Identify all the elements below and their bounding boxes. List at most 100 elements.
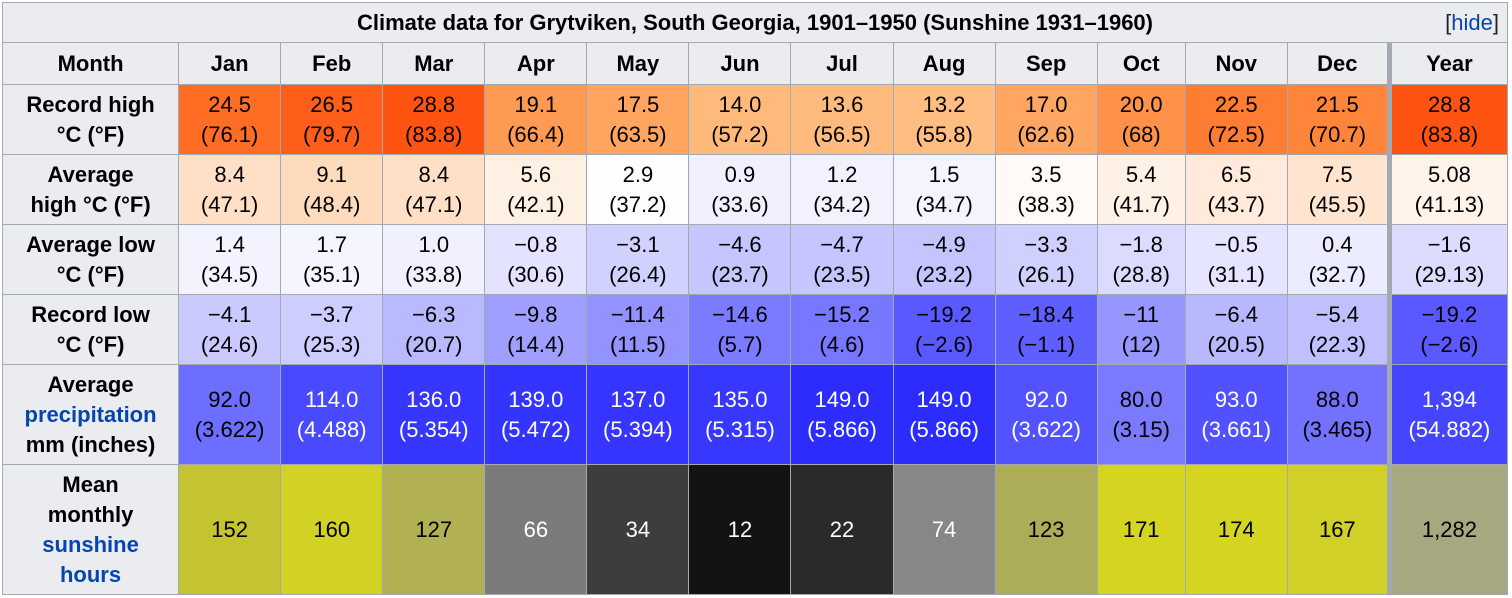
row-header-line: Average — [47, 161, 134, 187]
data-cell: −18.4 (−1.1) — [994, 294, 1098, 365]
value-celsius: −6.3 — [412, 301, 456, 327]
value-celsius: −1.8 — [1119, 231, 1163, 257]
row-header-line: Record high — [26, 91, 155, 117]
value-celsius: −0.5 — [1214, 231, 1258, 257]
value-secondary: (23.2) — [915, 261, 973, 287]
value-hours: 152 — [211, 516, 248, 542]
value-celsius: 7.5 — [1322, 161, 1353, 187]
value-secondary: (43.7) — [1207, 191, 1265, 217]
value-celsius: 114.0 — [304, 386, 359, 412]
value-celsius: 149.0 — [916, 386, 972, 412]
value-secondary: (−2.6) — [1420, 331, 1479, 357]
data-cell: 123 — [994, 464, 1098, 595]
hide-toggle[interactable]: [hide] — [1445, 8, 1499, 38]
row-header-line: °C (°F) — [56, 261, 125, 287]
data-cell: 17.5 (63.5) — [586, 84, 690, 155]
data-cell: −9.8 (14.4) — [484, 294, 588, 365]
data-cell: 149.0 (5.866) — [790, 364, 894, 465]
value-secondary: (63.5) — [609, 121, 667, 147]
value-celsius: −14.6 — [712, 301, 768, 327]
value-secondary: (37.2) — [609, 191, 667, 217]
value-celsius: −3.3 — [1024, 231, 1068, 257]
data-cell: 1.0 (33.8) — [382, 224, 486, 295]
row-header-line: high °C (°F) — [30, 191, 151, 217]
data-cell: 5.08 (41.13) — [1386, 154, 1509, 225]
value-celsius: −15.2 — [814, 301, 870, 327]
row-header-line: Average — [47, 371, 134, 397]
data-cell: −11 (12) — [1096, 294, 1186, 365]
month-header-nov: Nov — [1184, 42, 1288, 85]
row-header-link[interactable]: sunshine — [42, 531, 139, 557]
value-secondary: (47.1) — [200, 191, 259, 217]
row-header-line: Record low — [31, 301, 150, 327]
data-cell: −15.2 (4.6) — [790, 294, 894, 365]
data-cell: 149.0 (5.866) — [892, 364, 996, 465]
row-header-link[interactable]: hours — [59, 561, 122, 587]
value-secondary: (25.3) — [302, 331, 361, 357]
value-celsius: 17.0 — [1024, 91, 1068, 117]
value-celsius: 0.9 — [724, 161, 756, 187]
value-secondary: (83.8) — [1420, 121, 1479, 147]
row-header-line: °C (°F) — [56, 331, 125, 357]
data-cell: 127 — [382, 464, 486, 595]
data-cell: −19.2 (−2.6) — [1386, 294, 1509, 365]
month-header-sep: Sep — [994, 42, 1098, 85]
value-celsius: −11 — [1123, 301, 1160, 327]
data-cell: 136.0 (5.354) — [382, 364, 486, 465]
value-celsius: −6.4 — [1214, 301, 1258, 327]
data-cell: 139.0 (5.472) — [484, 364, 588, 465]
value-celsius: −3.1 — [616, 231, 660, 257]
value-secondary: (33.8) — [405, 261, 463, 287]
value-celsius: −18.4 — [1018, 301, 1074, 327]
value-celsius: 137.0 — [610, 386, 666, 412]
value-secondary: (32.7) — [1308, 261, 1367, 287]
data-cell: 2.9 (37.2) — [586, 154, 690, 225]
value-secondary: (3.661) — [1201, 416, 1272, 442]
value-celsius: 5.4 — [1125, 161, 1157, 187]
month-header-aug: Aug — [892, 42, 996, 85]
month-header-year: Year — [1386, 42, 1509, 85]
value-celsius: 139.0 — [508, 386, 564, 412]
data-cell: 3.5 (38.3) — [994, 154, 1098, 225]
data-cell: 17.0 (62.6) — [994, 84, 1098, 155]
value-celsius: 149.0 — [814, 386, 870, 412]
value-secondary: (5.394) — [603, 416, 673, 442]
data-cell: 9.1 (48.4) — [280, 154, 384, 225]
month-header-apr: Apr — [484, 42, 588, 85]
value-secondary: (66.4) — [507, 121, 565, 147]
value-celsius: 5.08 — [1428, 161, 1471, 187]
data-cell: 12 — [688, 464, 792, 595]
data-cell: 28.8 (83.8) — [1386, 84, 1509, 155]
hide-link[interactable]: hide — [1451, 10, 1493, 35]
value-celsius: 13.2 — [922, 91, 966, 117]
value-secondary: (34.7) — [915, 191, 973, 217]
month-header-jul: Jul — [790, 42, 894, 85]
row-header-link[interactable]: precipitation — [24, 401, 157, 427]
value-celsius: 20.0 — [1119, 91, 1163, 117]
data-cell: 0.9 (33.6) — [688, 154, 792, 225]
table-row: Mean monthly sunshine hours 152 160 127 66 34 12 2… — [1, 464, 1509, 595]
value-secondary: (34.2) — [813, 191, 871, 217]
row-header: Average low °C (°F) — [1, 224, 180, 295]
data-cell: −1.6 (29.13) — [1386, 224, 1509, 295]
value-secondary: (14.4) — [507, 331, 565, 357]
value-celsius: 22.5 — [1214, 91, 1258, 117]
value-secondary: (54.882) — [1408, 416, 1491, 442]
data-cell: −4.9 (23.2) — [892, 224, 996, 295]
value-secondary: (4.488) — [296, 416, 367, 442]
value-celsius: 9.1 — [316, 161, 347, 187]
data-cell: 7.5 (45.5) — [1286, 154, 1390, 225]
value-secondary: (38.3) — [1017, 191, 1075, 217]
value-celsius: 1.7 — [316, 231, 347, 257]
value-secondary: (24.6) — [200, 331, 259, 357]
data-cell: 28.8 (83.8) — [382, 84, 486, 155]
data-cell: −14.6 (5.7) — [688, 294, 792, 365]
value-secondary: (23.7) — [711, 261, 769, 287]
data-cell: 92.0 (3.622) — [994, 364, 1098, 465]
data-cell: −3.7 (25.3) — [280, 294, 384, 365]
value-hours: 167 — [1318, 516, 1356, 542]
row-header: Average precipitation mm (inches) — [1, 364, 180, 465]
data-cell: −5.4 (22.3) — [1286, 294, 1390, 365]
value-secondary: (83.8) — [405, 121, 463, 147]
